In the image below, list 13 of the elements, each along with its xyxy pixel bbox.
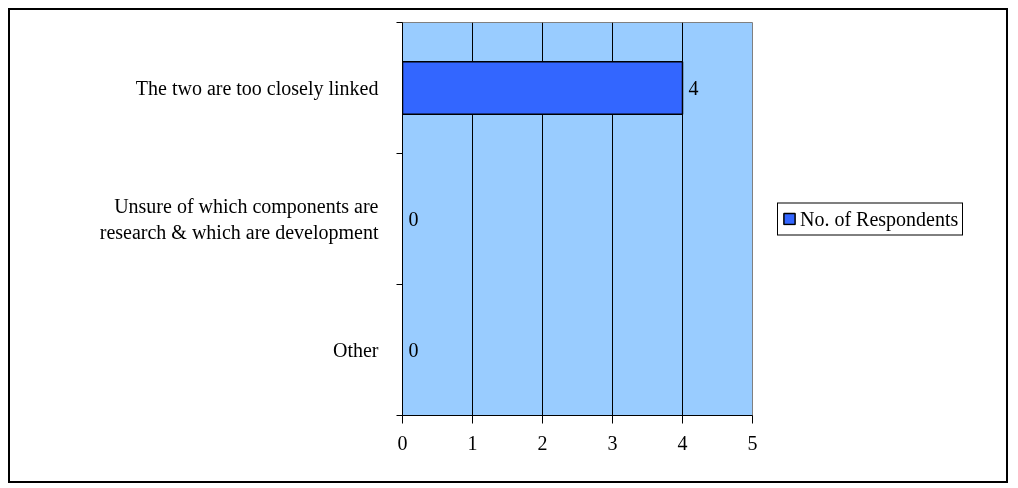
y-tick-label: Unsure of which components are research & which are development (99, 194, 379, 245)
data-label: 0 (408, 339, 419, 361)
y-tick-label: The two are too closely linked (135, 77, 379, 100)
data-label: 4 (688, 77, 699, 99)
x-tick-label: 4 (677, 431, 688, 454)
legend-label: No. of Respondents (800, 207, 959, 230)
x-tick-label: 2 (537, 431, 548, 454)
x-tick-label: 5 (747, 431, 758, 454)
x-tick-label: 0 (397, 431, 408, 454)
x-tick-label: 3 (607, 431, 618, 454)
data-label: 0 (408, 208, 419, 230)
y-tick-label: Other (332, 339, 379, 361)
x-tick-label: 1 (467, 431, 478, 454)
